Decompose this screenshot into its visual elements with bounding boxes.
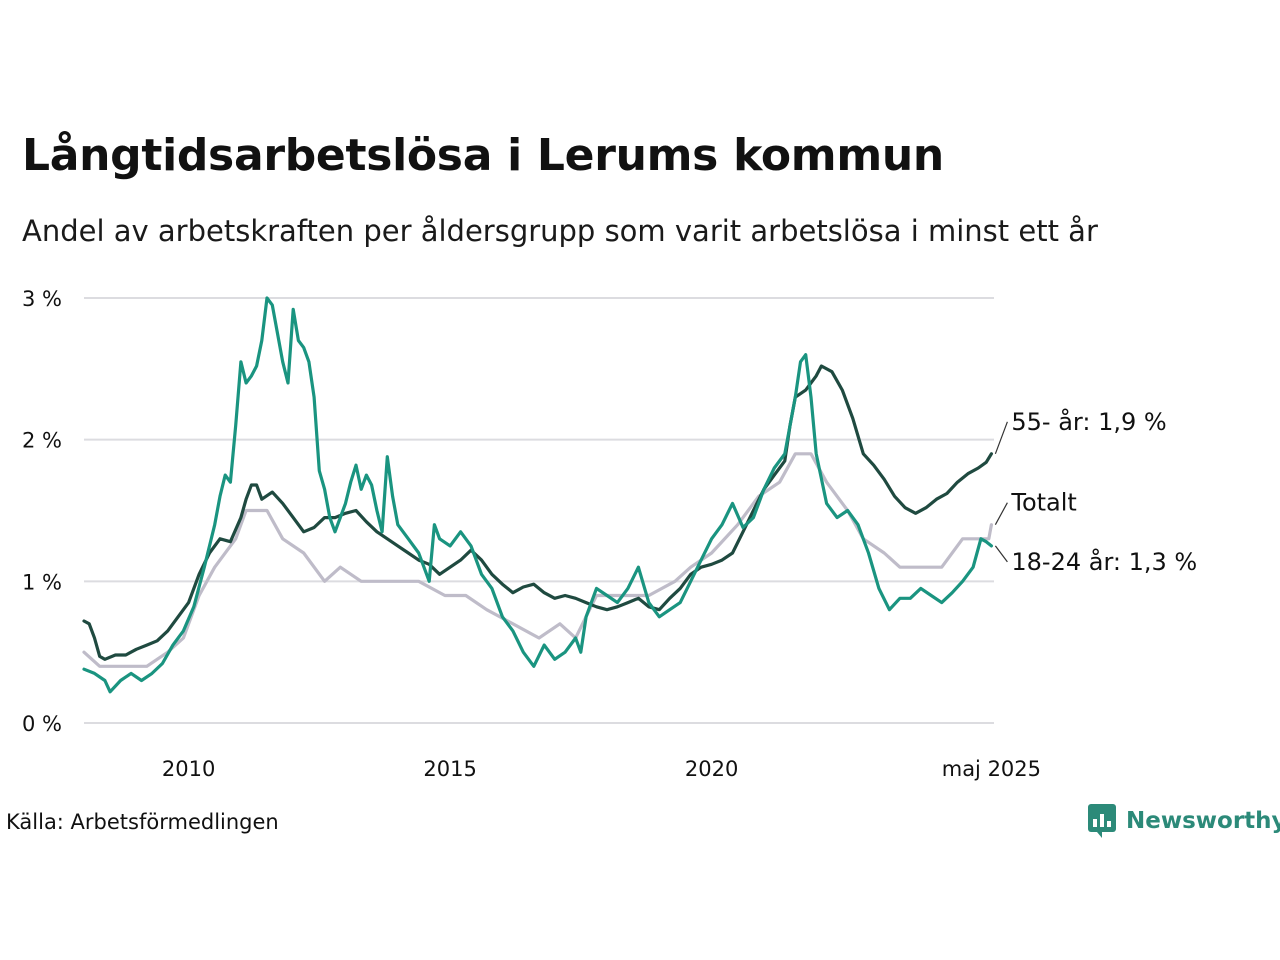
series-end-label: 18-24 år: 1,3 % [1011,547,1197,576]
axis-tick-labels: 0 % 1 % 2 % 3 % 2010 2015 2020 maj 2025 [22,287,1041,781]
series-end-labels: Totalt 55- år: 1,9 % 18-24 år: 1,3 % [994,407,1197,576]
brand-logo[interactable]: Newsworthy [1088,804,1280,838]
series-end-label: 55- år: 1,9 % [1011,407,1166,436]
series-line-0 [82,452,993,668]
brand-name: Newsworthy [1126,808,1280,834]
chart-subtitle: Andel av arbetskraften per åldersgrupp s… [22,214,1098,248]
line-chart: 0 % 1 % 2 % 3 % 2010 2015 2020 maj 2025 Totalt 5… [22,287,1197,781]
y-tick-label: 2 % [22,429,62,453]
y-tick-label: 3 % [22,287,62,311]
y-tick-label: 0 % [22,712,62,736]
leader-line [994,502,1008,525]
leader-line [994,545,1008,563]
x-tick-label: 2015 [423,757,476,781]
x-tick-label: 2020 [685,757,738,781]
x-tick-label: 2010 [162,757,215,781]
leader-line [994,421,1008,455]
series-line-2 [82,296,993,694]
source-note: Källa: Arbetsförmedlingen [6,810,279,834]
series-line-1 [82,364,993,661]
series-end-label: Totalt [1010,489,1076,517]
series-lines [82,296,993,694]
x-tick-label: maj 2025 [942,757,1041,781]
y-tick-label: 1 % [22,570,62,594]
chart-title: Långtidsarbetslösa i Lerums kommun [22,130,944,181]
newsworthy-logo-icon [1088,804,1116,838]
